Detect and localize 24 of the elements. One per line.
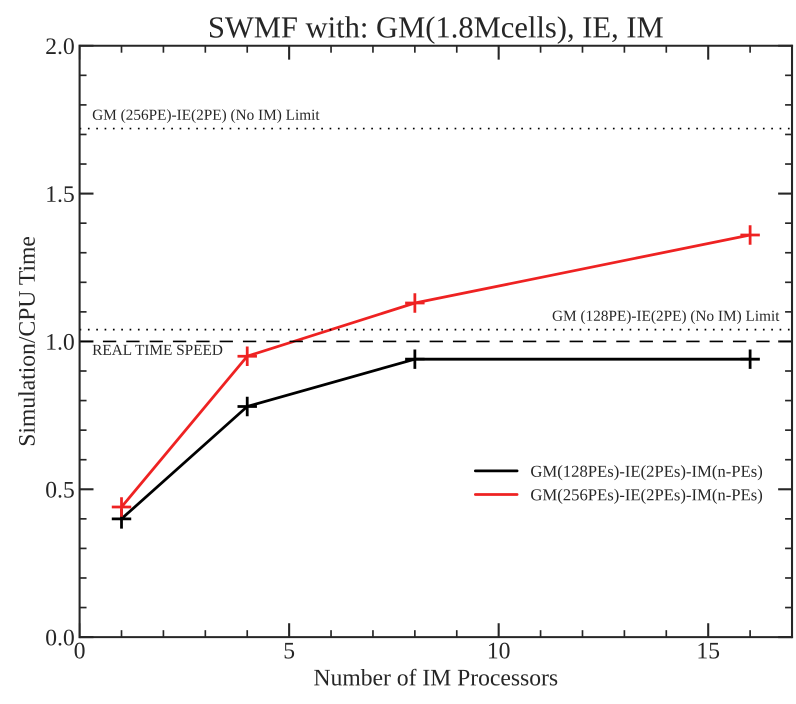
y-tick-label: 1.5 <box>47 186 74 202</box>
x-tick-label: 5 <box>284 642 294 659</box>
y-tick-label: 0.5 <box>46 482 74 498</box>
y-tick-label: 1.0 <box>47 334 74 350</box>
point <box>236 395 258 418</box>
point <box>236 345 258 368</box>
point <box>404 292 426 314</box>
ref-line-label: GM (128PE)-IE(2PE) (No IM) Limit <box>552 310 780 324</box>
x-axis-title: Number of IM Processors <box>314 668 558 686</box>
x-tick-label: 15 <box>698 642 720 659</box>
legend-label: GM(256PEs)-IE(2PEs)-IM(n-PEs) <box>531 488 762 504</box>
point <box>739 348 762 370</box>
legend-label: GM(128PEs)-IE(2PEs)-IM(n-PEs) <box>531 465 762 480</box>
point <box>404 348 426 370</box>
point <box>739 224 762 246</box>
y-tick-label: 2.0 <box>46 38 74 54</box>
ref-line-label: REAL TIME SPEED <box>92 344 222 355</box>
y-tick-label: 0.0 <box>46 630 74 646</box>
x-tick-label: 0 <box>74 642 85 659</box>
ref-line-label: GM (256PE)-IE(2PE) (No IM) Limit <box>92 109 320 123</box>
point <box>110 496 133 518</box>
x-tick-label: 10 <box>488 642 510 659</box>
chart-title: SWMF with: GM(1.8Mcells), IE, IM <box>210 16 663 44</box>
y-axis-title: Simulation/CPU Time <box>18 236 35 446</box>
